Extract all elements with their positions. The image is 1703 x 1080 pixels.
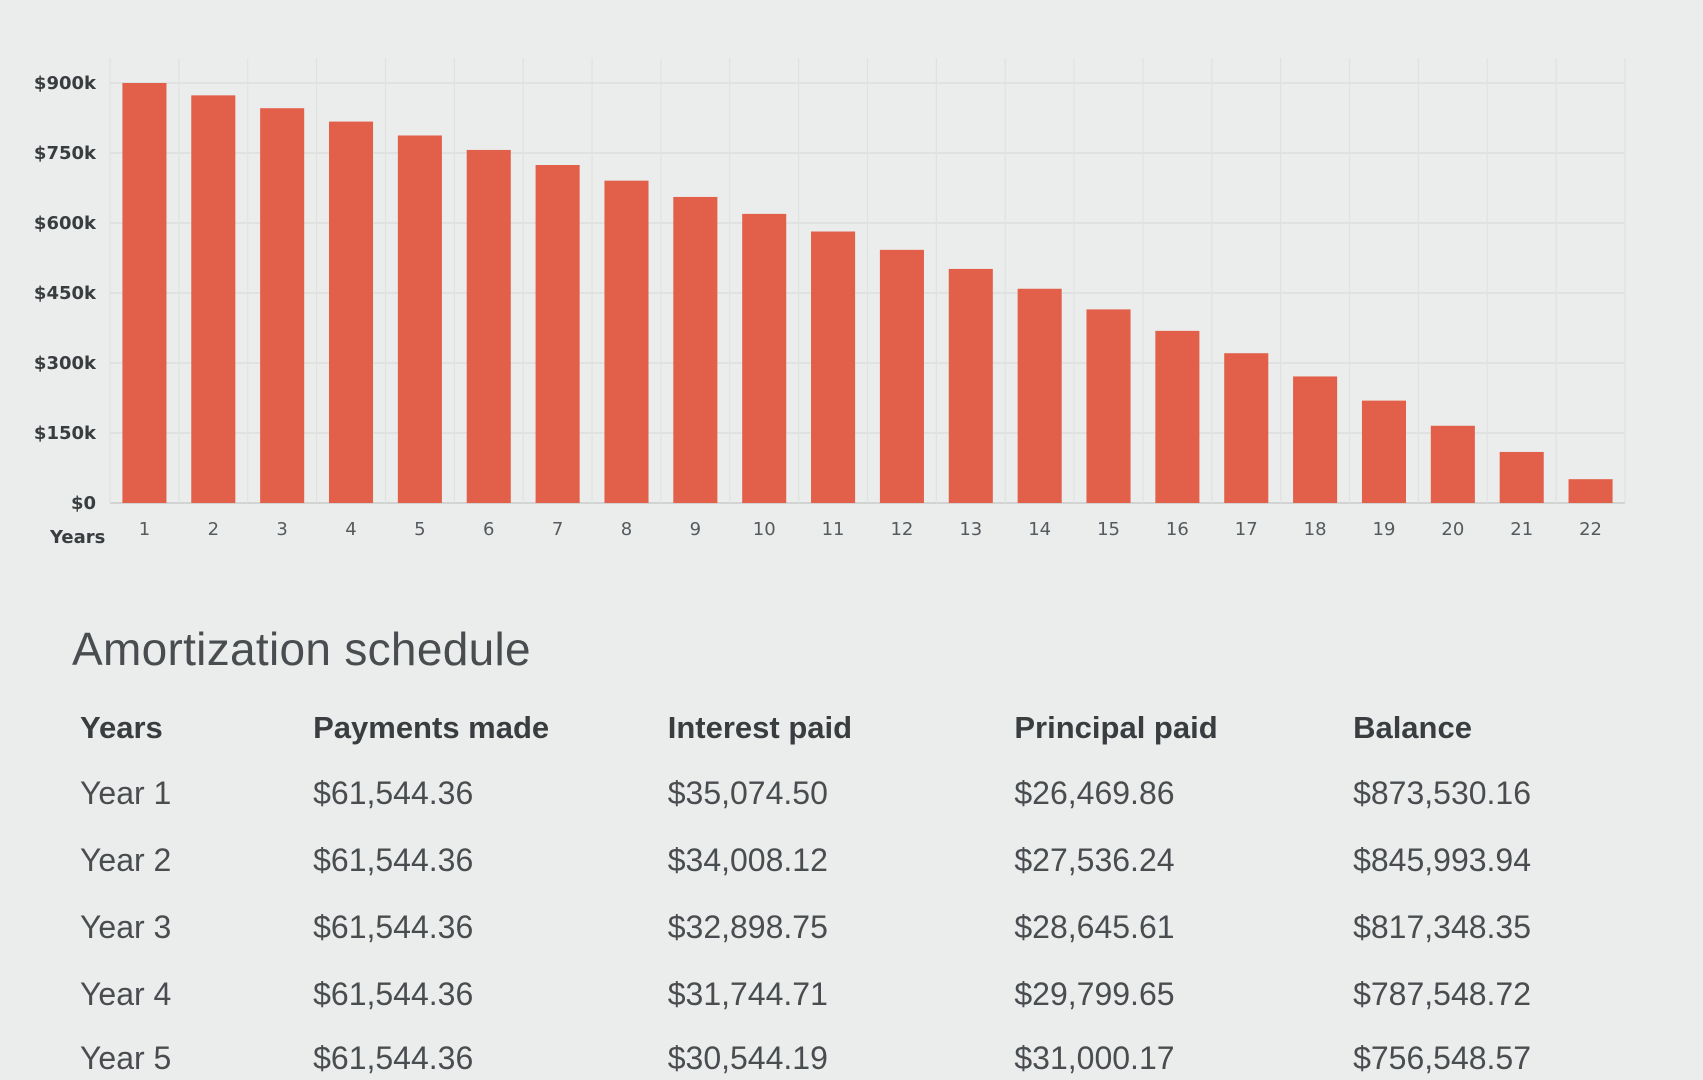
y-tick-label: $300k [34,353,97,374]
cell-principal-paid: $26,469.86 [1014,775,1175,811]
y-tick-label: $450k [34,283,97,304]
y-tick-label: $0 [71,493,96,514]
header-payments-made: Payments made [313,710,550,745]
y-tick-label: $900k [34,73,97,94]
schedule-title: Amortization schedule [72,623,531,675]
x-tick-label: 2 [208,519,219,540]
bar-year-15[interactable] [1086,309,1131,503]
chart-bars [122,83,1613,504]
cell-balance: $787,548.72 [1353,976,1532,1012]
bar-year-9[interactable] [673,196,718,504]
x-tick-label: 18 [1304,519,1327,540]
header-balance: Balance [1353,710,1472,745]
x-tick-label: 12 [890,519,913,540]
cell-year: Year 2 [80,842,172,878]
cell-payments-made: $61,544.36 [313,1040,474,1076]
bar-year-6[interactable] [466,149,511,504]
x-tick-label: 1 [139,519,150,540]
table-row: Year 2 $61,544.36 $34,008.12 $27,536.24 $845… [72,827,1632,894]
cell-interest-paid: $31,744.71 [667,976,828,1012]
y-tick-label: $750k [34,143,97,164]
schedule-body: Year 1 $61,544.36 $35,074.50 $26,469.86 $873… [72,760,1632,1080]
amortization-schedule: Amortization schedule Years Payments mad… [72,622,1632,1080]
cell-balance: $756,548.57 [1353,1040,1532,1076]
cell-year: Year 5 [80,1040,172,1076]
cell-payments-made: $61,544.36 [313,842,474,878]
cell-interest-paid: $32,898.75 [667,909,828,945]
cell-payments-made: $61,544.36 [313,976,474,1012]
x-tick-label: 8 [621,519,632,540]
x-tick-label: 7 [552,519,563,540]
bar-year-19[interactable] [1361,400,1407,503]
schedule-header-row: Years Payments made Interest paid Princi… [72,696,1632,760]
cell-principal-paid: $29,799.65 [1014,976,1175,1012]
x-tick-label: 16 [1166,519,1189,540]
bar-year-4[interactable] [328,121,374,504]
x-tick-label: 20 [1441,519,1464,540]
x-tick-label: 19 [1373,519,1396,540]
bar-year-8[interactable] [604,180,649,503]
bar-year-5[interactable] [397,135,442,504]
y-tick-label: $150k [34,423,97,444]
cell-interest-paid: $35,074.50 [667,775,828,811]
bar-year-12[interactable] [879,249,924,503]
cell-payments-made: $61,544.36 [313,775,474,811]
bar-year-20[interactable] [1430,425,1475,503]
cell-payments-made: $61,544.36 [313,909,474,945]
x-tick-label: 17 [1235,519,1258,540]
cell-balance: $845,993.94 [1353,842,1532,878]
bar-year-3[interactable] [260,108,305,504]
cell-year: Year 4 [80,976,172,1012]
x-tick-label: 14 [1028,519,1051,540]
x-tick-label: 13 [959,519,982,540]
table-row: Year 5 $61,544.36 $30,544.19 $31,000.17 $756… [72,1028,1632,1080]
x-tick-label: 10 [753,519,776,540]
x-tick-label: 15 [1097,519,1120,540]
bar-year-16[interactable] [1155,330,1200,503]
bar-year-10[interactable] [742,213,787,504]
bar-year-21[interactable] [1499,451,1544,503]
x-tick-label: 3 [276,519,287,540]
x-tick-label: 5 [414,519,425,540]
bar-year-1[interactable] [122,83,167,503]
x-tick-label: 4 [345,519,356,540]
y-axis-ticks: $0 $150k $300k $450k $600k $750k $900k [34,73,97,514]
bar-year-2[interactable] [191,95,236,504]
header-years: Years [80,710,163,745]
table-row: Year 4 $61,544.36 $31,744.71 $29,799.65 $787… [72,961,1632,1028]
bar-year-7[interactable] [535,164,580,503]
bar-year-11[interactable] [811,231,856,503]
table-row: Year 1 $61,544.36 $35,074.50 $26,469.86 $873… [72,760,1632,827]
cell-interest-paid: $34,008.12 [667,842,828,878]
y-tick-label: $600k [34,213,97,234]
cell-year: Year 1 [80,775,172,811]
cell-balance: $817,348.35 [1353,909,1532,945]
x-axis-label: Years [49,527,105,548]
cell-balance: $873,530.16 [1353,775,1532,811]
x-tick-label: 22 [1579,519,1602,540]
x-tick-label: 21 [1510,519,1533,540]
header-interest-paid: Interest paid [667,710,853,745]
cell-year: Year 3 [80,909,172,945]
cell-principal-paid: $31,000.17 [1014,1040,1175,1076]
bar-year-22[interactable] [1568,479,1613,503]
cell-principal-paid: $27,536.24 [1014,842,1175,878]
x-tick-label: 11 [822,519,845,540]
bar-year-13[interactable] [948,268,993,503]
bar-year-17[interactable] [1224,353,1269,503]
table-row: Year 3 $61,544.36 $32,898.75 $28,645.61 $817… [72,894,1632,961]
cell-principal-paid: $28,645.61 [1014,909,1175,945]
x-tick-label: 6 [483,519,494,540]
x-tick-label: 9 [690,519,701,540]
cell-interest-paid: $30,544.19 [667,1040,828,1076]
header-principal-paid: Principal paid [1014,710,1218,745]
bar-year-14[interactable] [1017,288,1062,503]
bar-year-18[interactable] [1293,376,1338,503]
x-axis-ticks: 1 2 3 4 5 6 7 8 9 10 11 12 13 14 15 16 17 18 19 20 21 22 [139,519,1602,540]
